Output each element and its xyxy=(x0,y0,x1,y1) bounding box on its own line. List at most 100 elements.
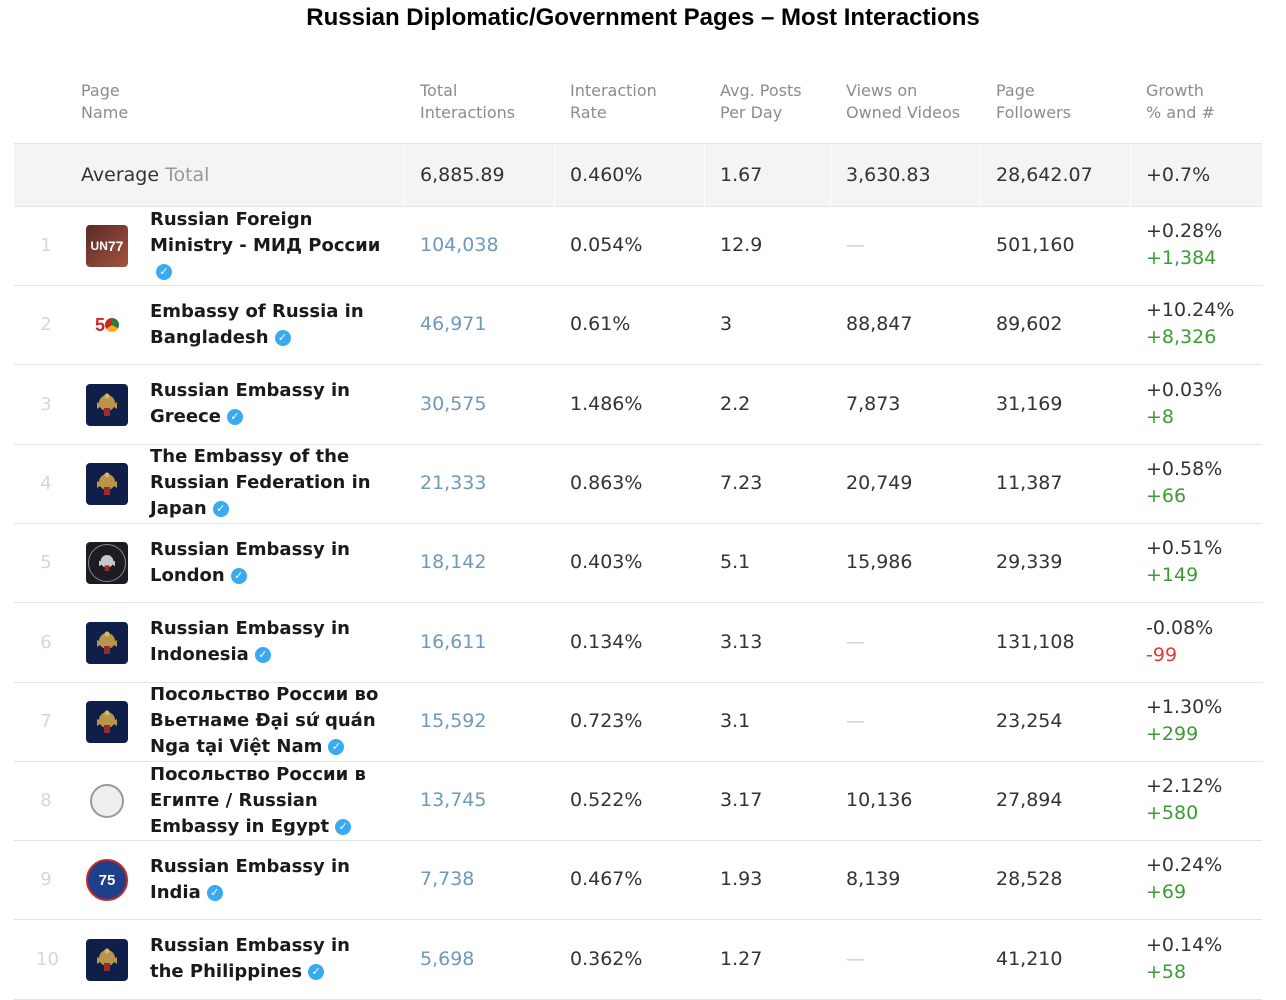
row-total-interactions[interactable]: 46,971 xyxy=(420,313,487,336)
row-views: 10,136 xyxy=(846,789,913,812)
row-avg-posts: 5.1 xyxy=(720,551,751,574)
verified-icon: ✓ xyxy=(230,567,247,584)
seal-logo[interactable] xyxy=(86,780,128,823)
row-rank: 5 xyxy=(40,552,52,574)
col-views[interactable]: Views on Owned Videos xyxy=(846,81,961,122)
verified-icon: ✓ xyxy=(328,739,345,756)
row-total-interactions[interactable]: 15,592 xyxy=(420,709,487,732)
growth-percent: +2.12% xyxy=(1146,775,1223,798)
table-row[interactable]: 1 UN 77 Russian Foreign Ministry - МИД Росс… xyxy=(14,206,1262,286)
col-total-interactions[interactable]: Total Interactions xyxy=(420,81,516,122)
row-rank: 4 xyxy=(40,472,52,494)
row-avg-posts: 12.9 xyxy=(720,234,763,256)
row-interaction-rate: 0.362% xyxy=(570,947,643,970)
row-rank: 1 xyxy=(40,235,52,256)
growth-number: +299 xyxy=(1146,722,1199,745)
table-row[interactable]: 6 Russian Embassy in Indonesia ✓ 16,611 0.13… xyxy=(14,603,1262,683)
table-row[interactable]: 4 The Embassy of the Russian Federation i… xyxy=(14,444,1262,524)
coat-of-arms-icon[interactable] xyxy=(86,462,128,505)
row-total-interactions[interactable]: 30,575 xyxy=(420,392,487,415)
table-row[interactable]: 10 Russian Embassy in the Philippines ✓ 5,6… xyxy=(14,920,1262,1000)
un77-logo[interactable]: UN 77 xyxy=(86,225,128,267)
row-followers: 27,894 xyxy=(996,789,1063,812)
average-growth: +0.7% xyxy=(1146,164,1211,186)
row-total-interactions[interactable]: 13,745 xyxy=(420,789,487,812)
row-growth: +1.30% +299 xyxy=(1146,694,1222,748)
table-row[interactable]: 2 5 Embassy of Russia in Bangladesh ✓ 46,971… xyxy=(14,285,1262,366)
growth-number: +69 xyxy=(1146,881,1187,904)
row-avg-posts: 3.17 xyxy=(720,789,763,812)
row-views: — xyxy=(846,709,865,732)
row-page-name[interactable]: Russian Embassy in India ✓ xyxy=(150,855,350,903)
row-growth: +0.58% +66 xyxy=(1146,456,1222,510)
growth-number: +8,326 xyxy=(1146,326,1217,349)
row-interaction-rate: 0.467% xyxy=(570,868,643,891)
row-page-name[interactable]: Russian Foreign Ministry - МИД России✓ xyxy=(150,208,381,280)
row-page-name[interactable]: Embassy of Russia in Bangladesh ✓ xyxy=(150,300,364,348)
row-page-name[interactable]: Посольство России во Вьетнаме Đại sứ quá… xyxy=(150,684,379,758)
table-row[interactable]: 9 75 Russian Embassy in India ✓ 7,738 0.467% 1… xyxy=(14,840,1262,921)
row-interaction-rate: 0.134% xyxy=(570,630,643,653)
row-page-name[interactable]: The Embassy of the Russian Federation in… xyxy=(150,446,371,520)
coat-of-arms-icon[interactable] xyxy=(86,621,128,664)
row-views: 88,847 xyxy=(846,313,913,336)
row-followers: 89,602 xyxy=(996,313,1063,336)
verified-icon: ✓ xyxy=(254,647,271,663)
growth-number: +8 xyxy=(1146,405,1175,428)
row-total-interactions[interactable]: 16,611 xyxy=(420,630,487,653)
growth-number: +149 xyxy=(1146,564,1199,587)
average-views: 3,630.83 xyxy=(846,164,931,186)
row-total-interactions[interactable]: 18,142 xyxy=(420,551,487,574)
coat-of-arms-icon[interactable] xyxy=(86,700,128,743)
col-growth[interactable]: Growth % and # xyxy=(1146,81,1215,122)
table-row[interactable]: 7 Посольство России во Вьетнаме Đại sứ qu… xyxy=(14,682,1262,762)
verified-icon: ✓ xyxy=(335,818,352,835)
row-followers: 131,108 xyxy=(996,630,1075,653)
col-page-name[interactable]: Page Name xyxy=(81,81,129,122)
coat-of-arms-icon[interactable] xyxy=(86,938,128,981)
row-page-name[interactable]: Посольство России в Египте / Russian Emb… xyxy=(150,763,366,837)
row-page-name[interactable]: Russian Embassy in Greece ✓ xyxy=(150,380,350,428)
table-row[interactable]: 5 Russian Embassy in London ✓ 18,142 0.403% 5… xyxy=(14,523,1262,604)
round-75-logo[interactable]: 75 xyxy=(86,859,128,902)
row-views: — xyxy=(846,234,865,256)
coat-of-arms-icon[interactable] xyxy=(86,383,128,426)
row-interaction-rate: 0.054% xyxy=(570,234,643,256)
col-avg-posts[interactable]: Avg. Posts Per Day xyxy=(720,81,802,122)
row-total-interactions[interactable]: 5,698 xyxy=(420,947,475,970)
growth-percent: +0.03% xyxy=(1146,378,1223,401)
row-total-interactions[interactable]: 21,333 xyxy=(420,471,487,494)
growth-number: +66 xyxy=(1146,484,1187,507)
row-growth: +0.24% +69 xyxy=(1146,852,1222,906)
average-row: Average Total 6,885.89 0.460% 1.67 3,630… xyxy=(14,143,1262,207)
row-total-interactions[interactable]: 7,738 xyxy=(420,868,475,891)
row-views: 20,749 xyxy=(846,471,913,494)
col-followers[interactable]: Page Followers xyxy=(996,81,1071,122)
row-rank: 3 xyxy=(40,393,52,415)
page-title: Russian Diplomatic/Government Pages – Mo… xyxy=(306,4,980,31)
row-page-name[interactable]: Russian Embassy in Indonesia ✓ xyxy=(150,618,350,665)
row-page-name[interactable]: Russian Embassy in London ✓ xyxy=(150,538,350,586)
verified-icon: ✓ xyxy=(156,263,172,280)
table-row[interactable]: 8 Посольство России в Египте / Russian Em… xyxy=(14,761,1262,842)
table-row[interactable]: 3 Russian Embassy in Greece ✓ 30,575 1.486% 2… xyxy=(14,365,1262,445)
50-years-logo[interactable]: 5 xyxy=(86,304,128,347)
growth-number: +580 xyxy=(1146,802,1199,825)
growth-percent: +0.51% xyxy=(1146,537,1223,560)
average-total: 6,885.89 xyxy=(420,164,505,186)
row-views: 8,139 xyxy=(846,868,901,891)
row-growth: +0.14% +58 xyxy=(1146,932,1222,986)
row-total-interactions[interactable]: 104,038 xyxy=(420,234,499,256)
col-interaction-rate[interactable]: Interaction Rate xyxy=(570,81,657,122)
row-rank: 10 xyxy=(36,948,59,970)
row-views: 7,873 xyxy=(846,392,901,415)
growth-number: +1,384 xyxy=(1146,247,1217,269)
verified-icon: ✓ xyxy=(212,501,229,518)
growth-percent: +0.28% xyxy=(1146,220,1223,242)
row-avg-posts: 1.27 xyxy=(720,947,763,970)
average-label: Average Total xyxy=(81,164,210,186)
row-interaction-rate: 1.486% xyxy=(570,392,643,415)
row-rank: 7 xyxy=(40,710,52,732)
row-page-name[interactable]: Russian Embassy in the Philippines ✓ xyxy=(150,935,350,983)
coat-of-arms-dark-icon[interactable] xyxy=(86,542,128,585)
